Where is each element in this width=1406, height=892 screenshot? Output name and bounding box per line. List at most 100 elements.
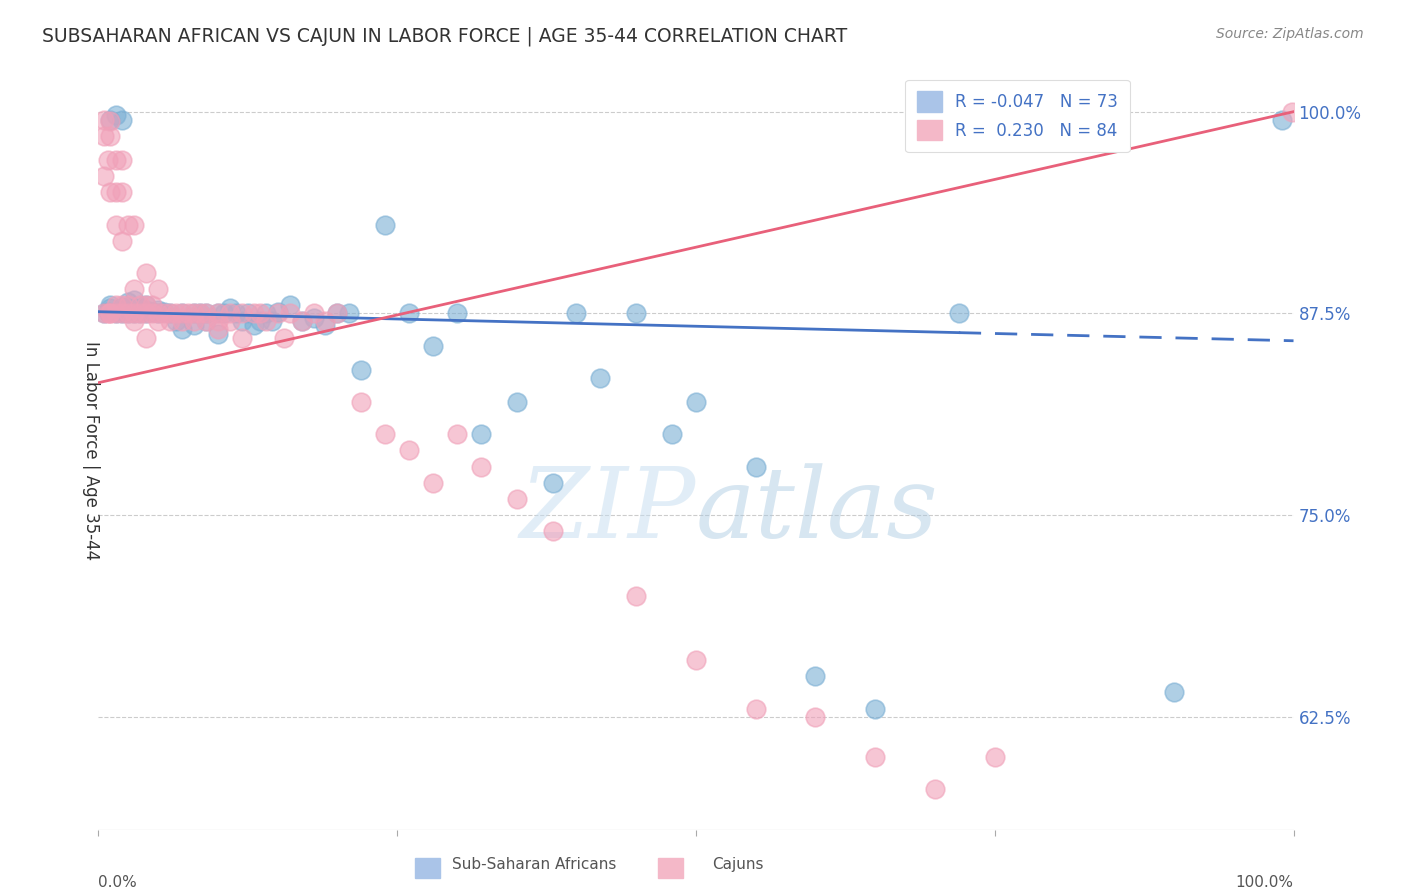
Point xyxy=(111,298,134,312)
Point xyxy=(565,306,588,320)
Point xyxy=(98,128,122,143)
Point xyxy=(105,218,128,232)
Point xyxy=(260,314,283,328)
Point xyxy=(195,306,218,320)
Point xyxy=(1271,112,1294,127)
Point xyxy=(165,314,187,328)
Point xyxy=(1281,104,1303,119)
Point xyxy=(661,427,683,442)
Point xyxy=(207,314,229,328)
Point xyxy=(948,306,970,320)
Point xyxy=(135,298,157,312)
Text: 0.0%: 0.0% xyxy=(98,875,138,890)
Point xyxy=(117,306,139,320)
Point xyxy=(249,306,271,320)
Point xyxy=(207,306,229,320)
Point xyxy=(273,330,295,344)
Point xyxy=(188,306,211,320)
Point xyxy=(398,443,420,458)
Point xyxy=(117,295,139,310)
Point xyxy=(541,475,564,490)
Point xyxy=(97,304,120,318)
Point xyxy=(302,306,325,320)
Point xyxy=(111,186,134,200)
Point xyxy=(315,318,337,332)
Point xyxy=(153,304,176,318)
Legend: R = -0.047   N = 73, R =  0.230   N = 84: R = -0.047 N = 73, R = 0.230 N = 84 xyxy=(905,79,1130,152)
Point xyxy=(124,218,146,232)
Point xyxy=(225,306,247,320)
Point xyxy=(243,306,266,320)
Point xyxy=(231,306,253,320)
Point xyxy=(117,218,139,232)
Point xyxy=(1163,685,1185,699)
Point xyxy=(105,306,128,320)
Point xyxy=(207,306,229,320)
Point xyxy=(446,306,468,320)
Text: atlas: atlas xyxy=(696,464,939,558)
Point xyxy=(97,153,120,167)
Point xyxy=(339,306,361,320)
Y-axis label: In Labor Force | Age 35-44: In Labor Force | Age 35-44 xyxy=(83,341,100,560)
Point xyxy=(148,306,170,320)
Point xyxy=(97,306,120,320)
Point xyxy=(506,491,529,506)
Point xyxy=(506,395,529,409)
Point xyxy=(804,669,827,683)
Point xyxy=(398,306,420,320)
Text: 100.0%: 100.0% xyxy=(1236,875,1294,890)
Point xyxy=(195,306,218,320)
Point xyxy=(172,306,194,320)
Point xyxy=(105,304,128,318)
Point xyxy=(745,701,768,715)
Text: Sub-Saharan Africans: Sub-Saharan Africans xyxy=(453,857,616,872)
Point xyxy=(685,395,707,409)
Point xyxy=(243,318,266,332)
Point xyxy=(183,306,205,320)
Point xyxy=(326,306,349,320)
Point xyxy=(685,653,707,667)
Point xyxy=(98,298,122,312)
Point xyxy=(626,589,648,603)
Point xyxy=(135,330,157,344)
Point xyxy=(374,218,396,232)
Point xyxy=(98,301,122,316)
Point xyxy=(177,306,200,320)
Point xyxy=(924,782,946,797)
Point xyxy=(93,306,115,320)
Point xyxy=(236,306,259,320)
Point xyxy=(278,306,301,320)
Point xyxy=(93,112,115,127)
Point xyxy=(374,427,396,442)
Point xyxy=(98,186,122,200)
Point xyxy=(148,314,170,328)
Point xyxy=(141,304,163,318)
Point xyxy=(470,427,492,442)
Point xyxy=(111,303,134,318)
Point xyxy=(111,112,134,127)
Point xyxy=(231,314,253,328)
Point xyxy=(93,128,115,143)
Point xyxy=(188,306,211,320)
Point xyxy=(183,306,205,320)
Point xyxy=(984,750,1007,764)
Point xyxy=(422,475,444,490)
Point xyxy=(207,322,229,336)
Point xyxy=(219,306,242,320)
Point xyxy=(219,314,242,328)
Point xyxy=(326,306,349,320)
Point xyxy=(159,314,181,328)
Point xyxy=(745,459,768,474)
Point xyxy=(254,306,277,320)
Point xyxy=(105,108,128,122)
Point xyxy=(111,300,134,314)
Point xyxy=(105,306,128,320)
Point xyxy=(148,282,170,296)
Point xyxy=(124,304,146,318)
Point xyxy=(98,112,122,127)
Point xyxy=(124,314,146,328)
Point xyxy=(183,314,205,328)
Point xyxy=(254,314,277,328)
Point xyxy=(470,459,492,474)
Point xyxy=(124,306,146,320)
